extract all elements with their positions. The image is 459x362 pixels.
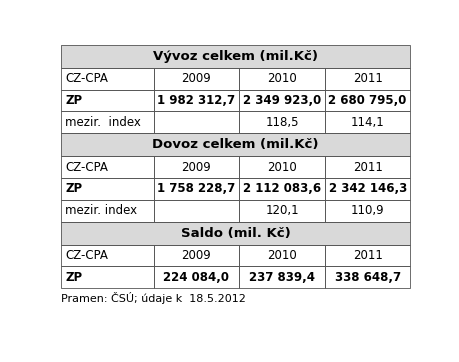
Bar bbox=[324, 68, 409, 90]
Bar bbox=[153, 245, 239, 266]
Text: mezir.  index: mezir. index bbox=[65, 116, 141, 129]
Bar bbox=[61, 178, 153, 200]
Bar bbox=[61, 133, 409, 156]
Text: 2010: 2010 bbox=[267, 72, 296, 85]
Text: CZ-CPA: CZ-CPA bbox=[65, 249, 108, 262]
Text: 2 112 083,6: 2 112 083,6 bbox=[242, 182, 320, 195]
Text: 2009: 2009 bbox=[181, 72, 211, 85]
Bar bbox=[61, 133, 409, 156]
Text: 2009: 2009 bbox=[181, 249, 211, 262]
Text: CZ-CPA: CZ-CPA bbox=[65, 161, 108, 174]
Text: 338 648,7: 338 648,7 bbox=[334, 271, 400, 284]
Bar bbox=[61, 90, 153, 111]
Bar bbox=[239, 156, 324, 178]
Text: 224 084,0: 224 084,0 bbox=[163, 271, 229, 284]
Text: 110,9: 110,9 bbox=[350, 204, 384, 217]
Text: 2 680 795,0: 2 680 795,0 bbox=[328, 94, 406, 107]
Text: 2 349 923,0: 2 349 923,0 bbox=[242, 94, 320, 107]
Bar bbox=[61, 266, 153, 288]
Text: 114,1: 114,1 bbox=[350, 116, 384, 129]
Text: ZP: ZP bbox=[65, 182, 82, 195]
Text: Dovoz celkem (mil.Kč): Dovoz celkem (mil.Kč) bbox=[152, 138, 318, 151]
Bar bbox=[61, 45, 409, 68]
Bar bbox=[153, 90, 239, 111]
Bar bbox=[239, 111, 324, 133]
Text: 120,1: 120,1 bbox=[265, 204, 298, 217]
Bar bbox=[324, 111, 409, 133]
Text: ZP: ZP bbox=[65, 94, 82, 107]
Text: CZ-CPA: CZ-CPA bbox=[65, 72, 108, 85]
Text: 2010: 2010 bbox=[267, 161, 296, 174]
Bar bbox=[324, 90, 409, 111]
Bar bbox=[61, 68, 153, 90]
Text: Vývoz celkem (mil.Kč): Vývoz celkem (mil.Kč) bbox=[153, 50, 318, 63]
Bar bbox=[239, 200, 324, 222]
Bar bbox=[324, 266, 409, 288]
Text: 2009: 2009 bbox=[181, 161, 211, 174]
Bar bbox=[239, 90, 324, 111]
Bar bbox=[324, 245, 409, 266]
Text: 2011: 2011 bbox=[352, 249, 382, 262]
Bar bbox=[239, 266, 324, 288]
Bar bbox=[324, 200, 409, 222]
Text: Pramen: ČSÚ; údaje k  18.5.2012: Pramen: ČSÚ; údaje k 18.5.2012 bbox=[61, 292, 246, 304]
Text: Saldo (mil. Kč): Saldo (mil. Kč) bbox=[180, 227, 290, 240]
Bar bbox=[153, 178, 239, 200]
Bar bbox=[239, 178, 324, 200]
Bar bbox=[61, 111, 153, 133]
Text: 2011: 2011 bbox=[352, 161, 382, 174]
Bar bbox=[153, 156, 239, 178]
Bar bbox=[61, 156, 153, 178]
Text: mezir. index: mezir. index bbox=[65, 204, 137, 217]
Bar bbox=[61, 222, 409, 245]
Text: 2 342 146,3: 2 342 146,3 bbox=[328, 182, 406, 195]
Bar bbox=[61, 245, 153, 266]
Bar bbox=[153, 200, 239, 222]
Bar bbox=[61, 222, 409, 245]
Bar bbox=[239, 245, 324, 266]
Bar bbox=[153, 111, 239, 133]
Text: 2010: 2010 bbox=[267, 249, 296, 262]
Bar bbox=[324, 178, 409, 200]
Bar bbox=[324, 156, 409, 178]
Bar bbox=[61, 45, 409, 68]
Text: 1 758 228,7: 1 758 228,7 bbox=[157, 182, 235, 195]
Bar bbox=[239, 68, 324, 90]
Text: 118,5: 118,5 bbox=[265, 116, 298, 129]
Text: 2011: 2011 bbox=[352, 72, 382, 85]
Bar bbox=[153, 68, 239, 90]
Text: 1 982 312,7: 1 982 312,7 bbox=[157, 94, 235, 107]
Bar bbox=[61, 200, 153, 222]
Text: 237 839,4: 237 839,4 bbox=[248, 271, 314, 284]
Text: ZP: ZP bbox=[65, 271, 82, 284]
Bar bbox=[153, 266, 239, 288]
